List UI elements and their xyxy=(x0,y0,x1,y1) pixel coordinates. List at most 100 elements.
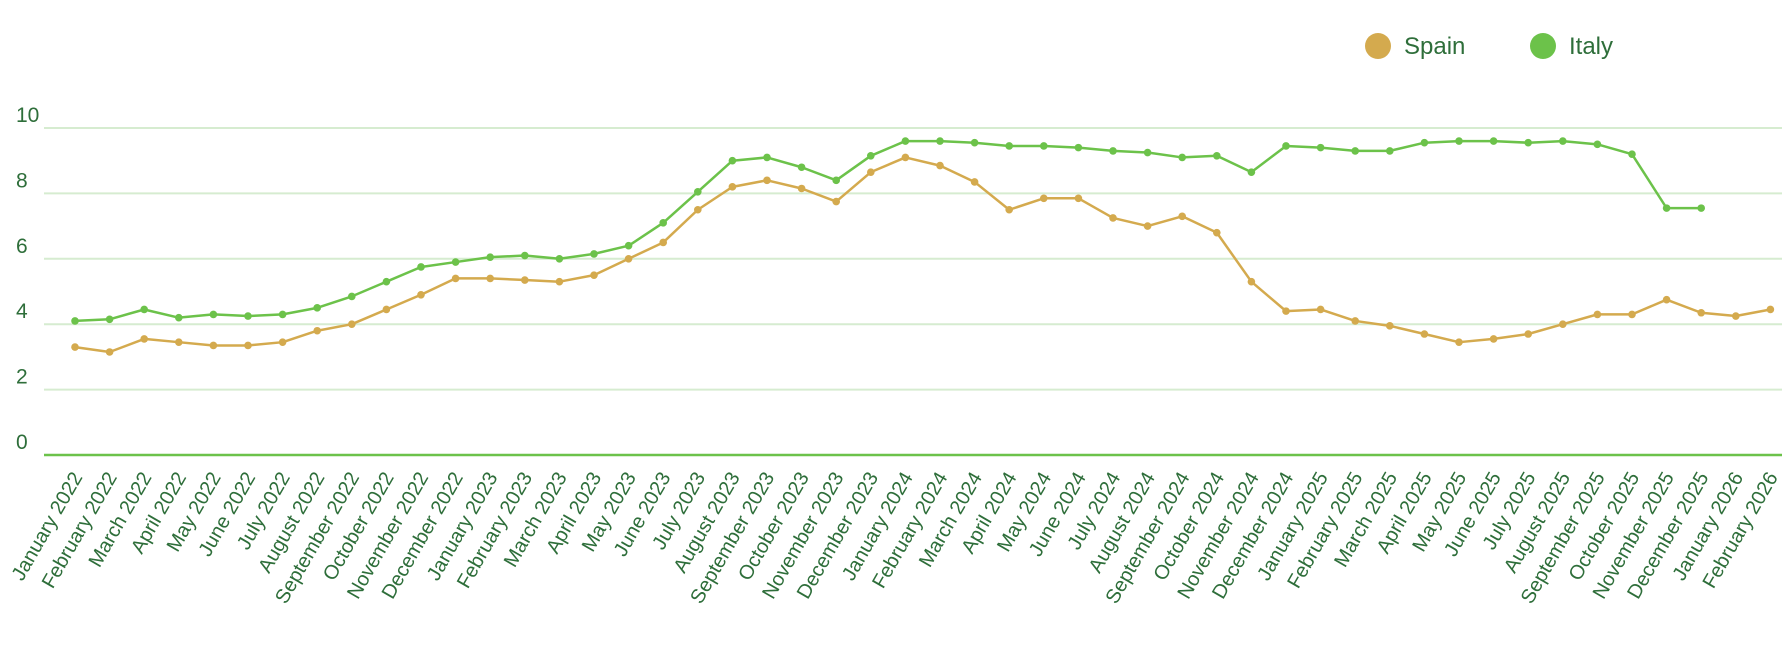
data-point-spain xyxy=(1178,212,1186,221)
data-point-italy xyxy=(590,250,598,258)
data-point-spain xyxy=(694,205,702,214)
data-point-spain xyxy=(209,341,218,350)
data-point-italy xyxy=(1662,204,1671,212)
data-point-spain xyxy=(867,168,875,176)
data-point-spain xyxy=(521,276,529,284)
data-point-italy xyxy=(175,313,183,322)
data-point-spain xyxy=(970,178,979,186)
data-point-italy xyxy=(71,317,79,325)
series-italy xyxy=(71,137,1705,325)
data-point-italy xyxy=(624,241,633,250)
data-point-italy xyxy=(209,310,218,319)
data-point-italy xyxy=(867,151,875,160)
data-point-spain xyxy=(1109,214,1117,222)
data-point-spain xyxy=(1489,335,1498,343)
y-axis-ticks: 0 2 4 6 8 10 xyxy=(16,104,39,454)
data-point-spain xyxy=(1316,305,1325,314)
data-point-italy xyxy=(382,277,391,286)
data-point-italy xyxy=(417,263,425,271)
y-tick-label: 4 xyxy=(16,300,28,323)
y-tick-label: 8 xyxy=(16,169,28,192)
data-point-italy xyxy=(1420,138,1429,147)
data-point-italy xyxy=(901,137,910,145)
data-point-italy xyxy=(1282,142,1290,150)
data-point-italy xyxy=(1074,143,1083,152)
legend-item-italy: Italy xyxy=(1530,33,1613,60)
data-point-spain xyxy=(1386,322,1394,330)
data-point-italy xyxy=(1351,147,1359,155)
data-point-spain xyxy=(1455,338,1463,346)
data-point-italy xyxy=(1489,137,1498,145)
data-point-spain xyxy=(1697,308,1705,317)
data-point-spain xyxy=(1213,228,1221,237)
data-point-italy xyxy=(1559,137,1567,145)
data-point-spain xyxy=(555,277,564,286)
data-point-spain xyxy=(1074,194,1083,203)
y-tick-label: 2 xyxy=(16,366,28,389)
data-point-italy xyxy=(348,292,356,301)
data-point-italy xyxy=(1005,142,1013,150)
data-point-spain xyxy=(1662,295,1671,304)
data-point-spain xyxy=(936,161,944,170)
data-point-spain xyxy=(1559,320,1567,329)
data-point-spain xyxy=(590,271,598,279)
data-point-spain xyxy=(797,184,806,193)
data-point-italy xyxy=(1628,150,1636,158)
data-point-italy xyxy=(555,254,564,263)
data-point-italy xyxy=(1247,168,1256,176)
data-point-italy xyxy=(1386,147,1394,155)
data-point-spain xyxy=(1524,330,1532,338)
data-point-spain xyxy=(1766,305,1775,314)
data-point-spain xyxy=(1282,307,1290,315)
data-point-spain xyxy=(1143,222,1152,230)
data-point-spain xyxy=(728,183,737,191)
y-tick-label: 0 xyxy=(16,431,28,454)
data-point-italy xyxy=(1524,138,1532,147)
data-point-spain xyxy=(278,338,287,346)
data-point-italy xyxy=(832,176,840,185)
data-point-spain xyxy=(486,274,495,283)
data-point-spain xyxy=(1005,205,1013,214)
data-point-spain xyxy=(1247,277,1256,286)
legend-item-spain: Spain xyxy=(1365,33,1465,60)
data-point-spain xyxy=(140,335,148,343)
data-point-spain xyxy=(175,338,183,346)
series-line-italy xyxy=(74,139,1702,323)
data-point-italy xyxy=(140,305,148,314)
data-point-italy xyxy=(486,253,495,261)
data-point-spain xyxy=(348,320,356,329)
legend-label: Italy xyxy=(1569,33,1613,60)
series-line-spain xyxy=(74,156,1771,354)
data-point-spain xyxy=(624,254,633,263)
data-point-italy xyxy=(105,315,114,324)
data-point-spain xyxy=(1593,310,1602,319)
data-point-italy xyxy=(1593,140,1602,149)
data-point-spain xyxy=(313,326,322,335)
data-point-spain xyxy=(1628,310,1636,319)
data-point-italy xyxy=(1143,148,1152,157)
series-spain xyxy=(71,153,1775,356)
data-point-italy xyxy=(1040,142,1048,150)
data-point-italy xyxy=(970,138,979,147)
legend-marker xyxy=(1530,33,1556,59)
data-point-spain xyxy=(244,341,252,350)
data-point-italy xyxy=(797,163,806,172)
series-lines xyxy=(71,137,1775,356)
data-point-spain xyxy=(763,176,771,185)
y-tick-label: 10 xyxy=(16,104,39,127)
data-point-italy xyxy=(1455,137,1463,145)
data-point-italy xyxy=(521,251,529,260)
data-point-italy xyxy=(1697,204,1705,212)
legend-marker xyxy=(1365,33,1391,59)
data-point-spain xyxy=(71,343,79,351)
data-point-spain xyxy=(1351,317,1359,325)
data-point-italy xyxy=(1213,151,1221,160)
data-point-italy xyxy=(936,137,944,145)
data-point-italy xyxy=(278,310,287,319)
data-point-italy xyxy=(313,304,322,312)
data-point-italy xyxy=(1316,143,1325,152)
data-point-spain xyxy=(1040,194,1048,203)
data-point-spain xyxy=(417,290,425,299)
